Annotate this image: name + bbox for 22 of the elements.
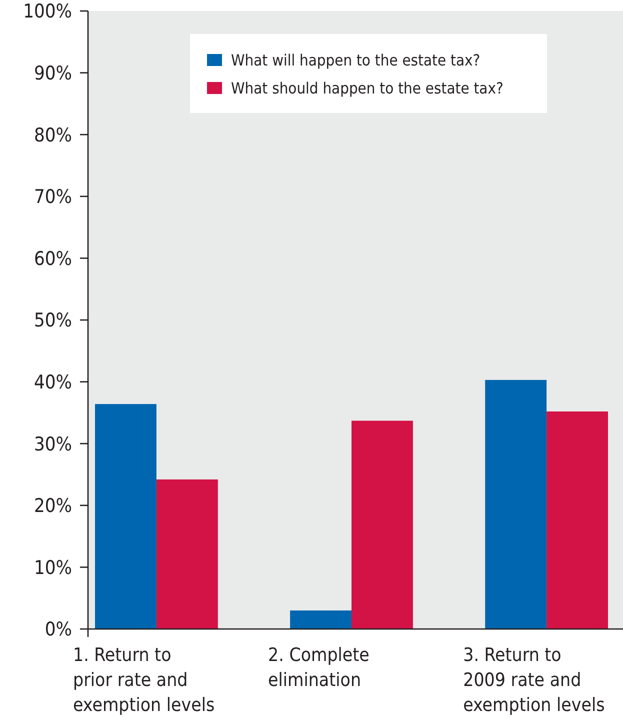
x-tick-label: 3. Return to 2009 rate and exemption levels <box>463 645 605 716</box>
bar <box>156 479 218 629</box>
bar <box>352 420 413 629</box>
y-tick-label: 10% <box>34 556 72 579</box>
bar <box>95 404 156 629</box>
legend-label: What will happen to the estate tax? <box>231 51 480 70</box>
y-tick-label: 40% <box>34 371 72 394</box>
bar <box>485 380 547 629</box>
y-tick-label: 70% <box>34 186 72 208</box>
y-tick-label: 80% <box>34 124 72 146</box>
bar <box>546 411 608 629</box>
y-tick-label: 60% <box>34 248 72 270</box>
bar <box>290 610 352 629</box>
legend-label: What should happen to the estate tax? <box>231 79 504 98</box>
y-tick-label: 20% <box>34 495 72 518</box>
y-tick-label: 0% <box>44 618 72 641</box>
x-tick-label: 1. Return to prior rate and exemption levels <box>73 645 215 716</box>
y-tick-label: 50% <box>34 310 72 332</box>
y-tick-label: 90% <box>34 62 72 84</box>
y-tick-label: 100% <box>23 0 72 23</box>
x-tick-label: 2. Complete elimination <box>268 645 370 691</box>
y-tick-label: 30% <box>34 433 72 456</box>
